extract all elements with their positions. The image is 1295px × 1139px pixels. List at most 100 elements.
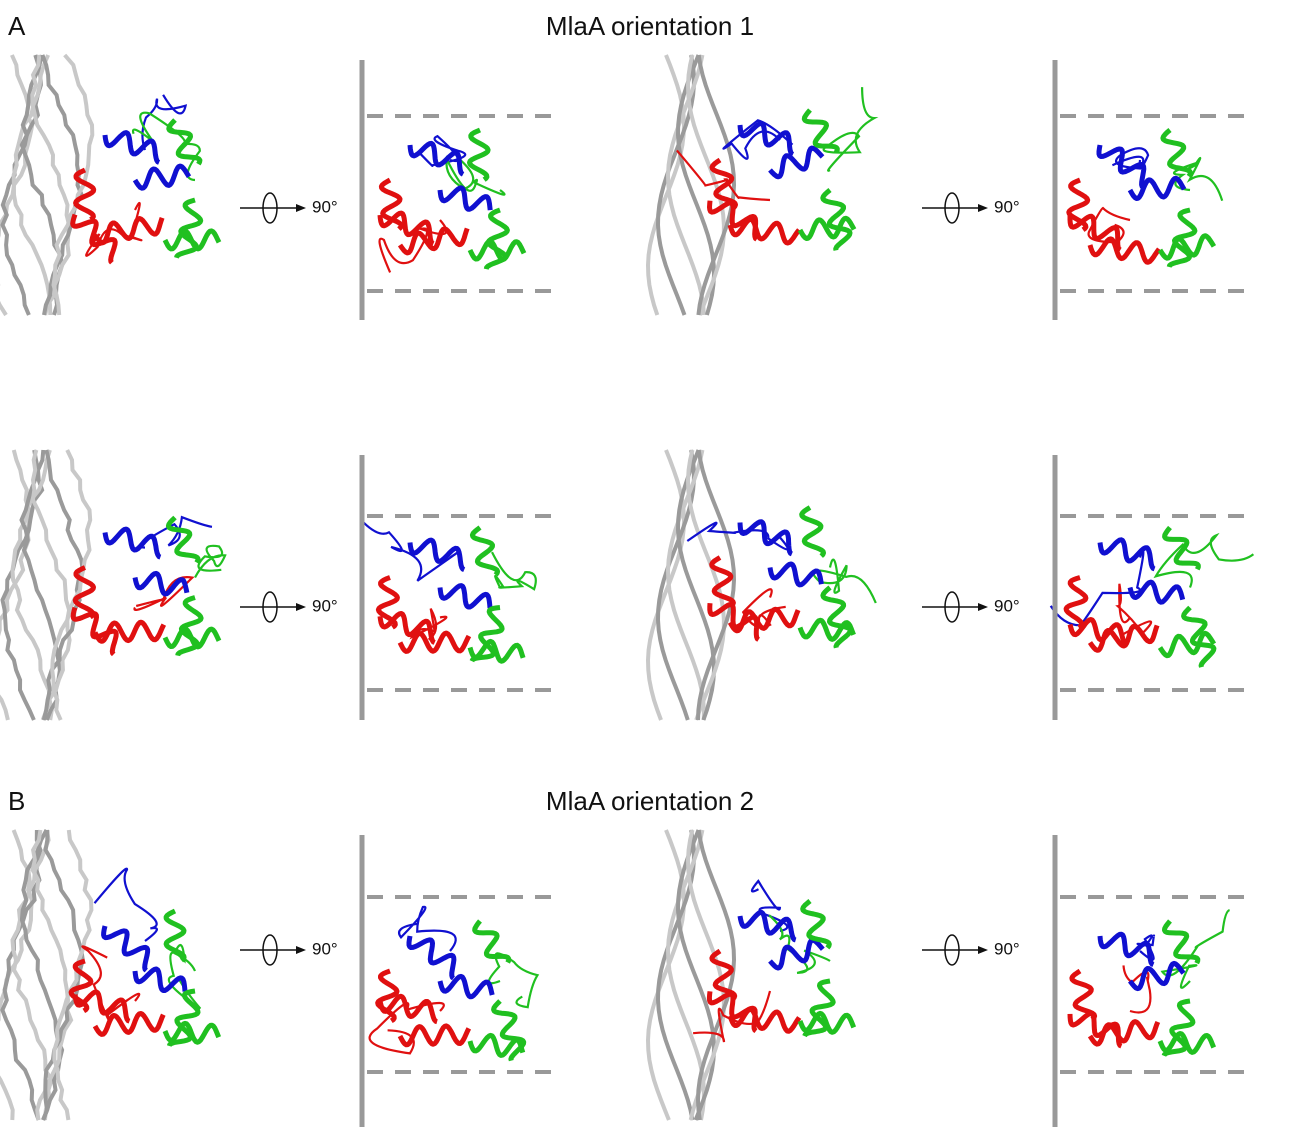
helix xyxy=(1067,213,1122,253)
rotation-label: 90° xyxy=(312,596,338,615)
arrow-head xyxy=(978,603,988,611)
helix xyxy=(1160,128,1193,178)
membrane-strand xyxy=(41,449,85,721)
helix xyxy=(1128,960,1186,992)
loop xyxy=(1172,156,1224,202)
helix xyxy=(467,238,527,262)
membrane-strand xyxy=(696,54,737,316)
helix xyxy=(820,188,853,252)
protein-structure xyxy=(1049,525,1255,669)
helix xyxy=(102,526,162,560)
helix xyxy=(1127,175,1187,201)
panel-label: A xyxy=(8,11,26,41)
helix xyxy=(377,611,436,645)
helix xyxy=(1067,617,1129,648)
arrow-head xyxy=(296,603,306,611)
helix xyxy=(1069,968,1098,1022)
membrane xyxy=(645,829,737,1121)
protein-structure xyxy=(692,879,857,1043)
loop xyxy=(822,87,879,172)
helix xyxy=(768,145,825,180)
helix xyxy=(709,948,738,1002)
membrane-strand xyxy=(655,449,696,721)
loop xyxy=(722,119,794,160)
loop xyxy=(81,945,141,1022)
helix xyxy=(1097,931,1155,967)
helix xyxy=(406,935,457,981)
membrane-strand xyxy=(675,54,717,316)
helix xyxy=(407,537,466,572)
membrane-strand xyxy=(52,829,94,1121)
protein-structure xyxy=(1066,128,1224,268)
helix xyxy=(801,108,840,154)
helix xyxy=(132,163,192,191)
helix xyxy=(102,130,161,165)
membrane xyxy=(645,54,737,316)
arrow-head xyxy=(978,946,988,954)
membrane-strand xyxy=(30,54,72,316)
helix xyxy=(797,1010,857,1035)
rotation-label: 90° xyxy=(994,939,1020,958)
helix xyxy=(132,570,190,597)
helix xyxy=(1087,623,1160,653)
helix xyxy=(709,157,738,210)
helix xyxy=(1066,177,1091,232)
arrow-head xyxy=(296,946,306,954)
helix xyxy=(1161,998,1196,1057)
protein-structure xyxy=(377,127,527,273)
loop xyxy=(398,905,457,952)
membrane-strand xyxy=(30,829,74,1121)
helix xyxy=(467,638,526,664)
loop xyxy=(676,149,771,202)
helix xyxy=(737,120,795,157)
helix xyxy=(467,127,491,182)
panel-title: MlaA orientation 2 xyxy=(546,786,754,816)
rotation-label: 90° xyxy=(994,596,1020,615)
membrane-strand xyxy=(645,449,687,721)
protein-structure xyxy=(1067,909,1231,1057)
rotation-label: 90° xyxy=(312,939,338,958)
protein-structure xyxy=(676,87,879,252)
helix xyxy=(800,899,832,950)
membrane xyxy=(0,53,95,317)
helix xyxy=(820,585,853,649)
helix xyxy=(1157,233,1217,261)
helix xyxy=(73,167,97,222)
helix xyxy=(92,619,167,644)
helix xyxy=(1087,236,1162,265)
loop xyxy=(741,588,786,629)
helix xyxy=(727,1006,802,1034)
rotation-label: 90° xyxy=(312,197,338,216)
helix xyxy=(375,968,400,1023)
helix xyxy=(727,606,801,634)
helix xyxy=(397,630,472,654)
helix xyxy=(1087,1019,1161,1047)
protein-structure xyxy=(70,94,222,265)
helix xyxy=(437,973,495,1000)
loop xyxy=(812,558,877,604)
helix xyxy=(1127,579,1186,605)
helix xyxy=(70,606,119,657)
helix xyxy=(92,216,165,246)
helix xyxy=(709,555,736,608)
helix xyxy=(1157,630,1217,659)
helix xyxy=(162,1020,222,1045)
loop xyxy=(692,990,772,1043)
helix xyxy=(707,602,760,642)
helix xyxy=(767,561,824,588)
helix xyxy=(1097,537,1156,572)
helix xyxy=(72,565,96,620)
helix xyxy=(375,575,400,630)
membrane-strand xyxy=(645,54,687,316)
membrane-strand xyxy=(655,54,696,316)
loop xyxy=(1049,550,1145,627)
loop xyxy=(487,952,540,1009)
helix xyxy=(1162,919,1201,965)
membrane-strand xyxy=(685,829,726,1121)
membrane-strand xyxy=(11,54,53,316)
loop xyxy=(1160,909,1231,989)
helix xyxy=(737,909,797,943)
helix xyxy=(797,215,857,241)
helix xyxy=(437,583,493,610)
loop xyxy=(1122,965,1152,1014)
